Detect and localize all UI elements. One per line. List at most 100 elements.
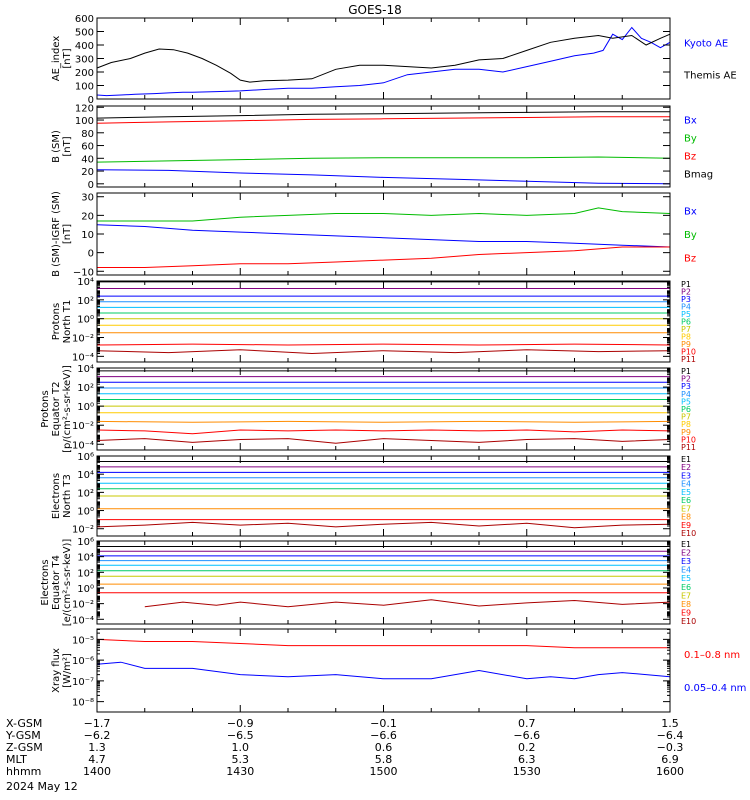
y-tick-label: 120 (75, 103, 94, 114)
legend-item: P9 (681, 340, 691, 349)
legend-item: E6 (681, 583, 691, 592)
y-axis-label: Protons (51, 303, 62, 340)
x-axis-table: X-GSM −1.7 −0.9 −0.1 0.7 1.5 Y-GSM −6.2 −6.5 −6.6… (5, 717, 684, 778)
y-tick-label: 10⁰ (77, 584, 94, 595)
legend-item: E2 (681, 549, 691, 558)
y-axis-label: AE_index (51, 36, 62, 82)
series-line-4-11 (96, 349, 671, 355)
x-row-value: −0.3 (657, 741, 684, 754)
x-row-value: −1.7 (84, 717, 111, 730)
y-tick-label: −10 (73, 267, 94, 278)
legend-item: Kyoto AE (684, 38, 728, 49)
legend-item: E3 (681, 471, 691, 480)
series-line-6-10 (96, 521, 671, 529)
y-axis-label: Equator T2 (51, 382, 62, 437)
legend-item: P2 (681, 288, 691, 297)
legend-item: P1 (681, 367, 691, 376)
y-axis-label: [p/(cm²-s-sr-keV)] (62, 365, 73, 453)
x-row-label: hhmm (6, 765, 41, 778)
y-axis-label: B (SM) (51, 130, 62, 163)
legend-item: Bmag (684, 170, 713, 181)
y-axis-label: [W/m²] (62, 653, 73, 688)
y-tick-label: 10⁻² (72, 421, 94, 432)
y-tick-label: 10⁻⁶ (72, 656, 94, 667)
x-row-label: MLT (6, 753, 27, 766)
legend-item: P10 (681, 435, 696, 444)
y-tick-label: 30 (81, 193, 94, 204)
x-row-value: 0.6 (375, 741, 393, 754)
legend-item: P7 (681, 325, 691, 334)
x-row-value: 0.2 (518, 741, 536, 754)
y-tick-label: 10² (77, 296, 94, 307)
series-line-2-4 (96, 111, 670, 119)
legend-item: P1 (681, 280, 691, 289)
y-tick-label: 10⁴ (77, 553, 94, 564)
panel-frame (96, 540, 671, 625)
x-row-value: −6.6 (370, 729, 397, 742)
legend-item: Bx (684, 207, 697, 218)
y-tick-label: 10⁰ (77, 315, 94, 326)
legend-item: P6 (681, 405, 691, 414)
y-tick-label: 10⁻⁸ (72, 698, 94, 709)
x-row-value: 0.7 (518, 717, 536, 730)
legend-item: Bz (684, 152, 696, 163)
y-tick-label: 10² (77, 568, 94, 579)
y-tick-label: 200 (75, 68, 94, 79)
y-tick-label: 10⁻⁴ (72, 352, 94, 363)
panel-frame (96, 105, 671, 188)
panel-frame (96, 367, 671, 451)
legend-item: E9 (681, 608, 691, 617)
series-line-5-9 (96, 420, 671, 423)
series-line-1-1 (96, 26, 671, 97)
series-line-1-2 (96, 33, 671, 83)
legend-item: P6 (681, 318, 691, 327)
legend-item: P8 (681, 333, 691, 342)
y-tick-label: 0 (88, 95, 94, 106)
x-row-value: −0.1 (370, 717, 397, 730)
legend-item: P11 (681, 355, 696, 364)
y-axis-label: [nT] (62, 224, 73, 244)
y-tick-label: 10⁶ (77, 537, 94, 548)
y-tick-label: 10 (81, 230, 94, 241)
x-row-label: Z-GSM (6, 741, 43, 754)
legend-item: By (684, 230, 697, 241)
x-row-value: 6.3 (518, 753, 536, 766)
legend-item: E5 (681, 488, 691, 497)
legend-item: E7 (681, 504, 691, 513)
panel-5: 10⁻⁴ 10⁻² 10⁰ 10² 10⁴ Protons Equator T2 [p/(cm… (40, 364, 696, 453)
y-tick-label: 10⁰ (77, 507, 94, 518)
x-row-value: 1400 (83, 765, 111, 778)
series-line-8-2 (96, 661, 671, 680)
y-tick-label: 10⁻⁵ (72, 635, 94, 646)
series-line-3-2 (97, 207, 671, 222)
y-tick-label: 10⁻⁷ (72, 677, 94, 688)
x-row-label: X-GSM (6, 717, 42, 730)
legend-item: Themis AE (683, 71, 737, 82)
y-axis-label: Electrons (40, 559, 51, 605)
y-axis-label: North T1 (62, 300, 73, 344)
panel-frame (96, 17, 671, 100)
y-tick-label: 10² (77, 383, 94, 394)
legend-item: E10 (681, 529, 696, 538)
x-row-value: 1530 (513, 765, 541, 778)
legend-item: E6 (681, 496, 691, 505)
legend-item: P11 (681, 443, 696, 452)
x-row-value: 1.3 (88, 741, 106, 754)
legend-item: P3 (681, 382, 691, 391)
legend-item: P5 (681, 310, 691, 319)
legend-item: By (684, 134, 697, 145)
y-axis-label: Equator T4 (51, 555, 62, 610)
legend-item: Bz (684, 253, 696, 264)
y-tick-label: 20 (81, 167, 94, 178)
y-axis-label: Xray flux (51, 648, 62, 693)
series-line-5-11 (96, 438, 671, 444)
legend-item: 0.1–0.8 nm (684, 650, 740, 661)
x-row-value: 1500 (370, 765, 398, 778)
legend-item: P8 (681, 420, 691, 429)
y-tick-label: 20 (81, 211, 94, 222)
series-line-3-3 (97, 246, 670, 268)
x-row-value: −6.2 (84, 729, 111, 742)
panel-8: 10⁻⁸ 10⁻⁷ 10⁻⁶ 10⁻⁵ Xray flux [W/m²] 0.1–0.8 n… (51, 628, 746, 713)
